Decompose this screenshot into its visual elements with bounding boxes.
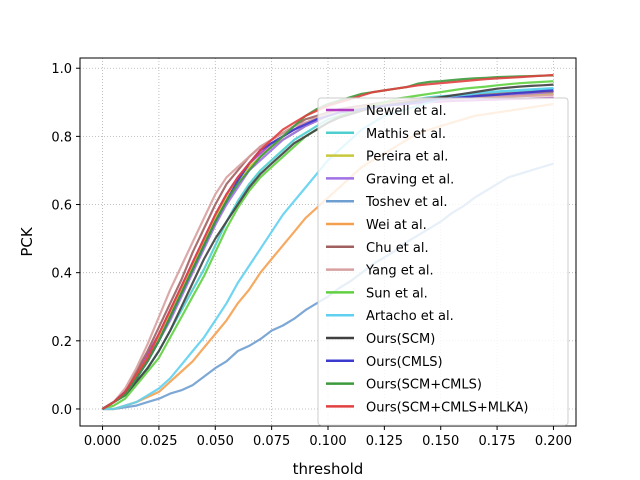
y-tick-label: 0.0: [51, 403, 72, 418]
y-axis-title: PCK: [18, 226, 36, 257]
y-tick-label: 0.2: [51, 335, 72, 350]
legend-label: Sun et al.: [366, 286, 428, 301]
x-tick-label: 0.125: [366, 434, 403, 449]
legend-box: [317, 97, 569, 426]
x-axis-ticks: 0.000 0.025 0.050 0.075 0.100 0.125 0.150 0.175…: [84, 426, 572, 449]
legend-label: Newell et al.: [366, 104, 447, 119]
y-tick-label: 0.8: [51, 130, 72, 145]
legend-label: Ours(CMLS): [366, 355, 443, 370]
legend-label: Pereira et al.: [366, 150, 448, 165]
legend-label: Mathis et al.: [366, 127, 446, 142]
x-tick-label: 0.075: [253, 434, 290, 449]
x-tick-label: 0.150: [422, 434, 459, 449]
legend-label: Chu et al.: [366, 241, 429, 256]
legend: Newell et al. Mathis et al. Pereira et al.…: [317, 97, 569, 426]
y-tick-label: 0.6: [51, 199, 72, 214]
legend-label: Wei at al.: [366, 218, 427, 233]
x-tick-label: 0.175: [478, 434, 515, 449]
legend-label: Ours(SCM+CMLS+MLKA): [366, 400, 529, 415]
legend-label: Toshev et al.: [365, 195, 447, 210]
x-tick-label: 0.025: [140, 434, 177, 449]
x-tick-label: 0.000: [84, 434, 121, 449]
legend-label: Ours(SCM+CMLS): [366, 378, 482, 393]
x-tick-label: 0.200: [535, 434, 572, 449]
legend-label: Graving et al.: [366, 172, 454, 187]
y-axis-ticks: 0.0 0.2 0.4 0.6 0.8 1.0: [51, 62, 80, 418]
y-tick-label: 1.0: [51, 62, 72, 77]
x-tick-label: 0.100: [309, 434, 346, 449]
y-tick-label: 0.4: [51, 267, 72, 282]
legend-label: Yang et al.: [365, 264, 434, 279]
x-tick-label: 0.050: [197, 434, 234, 449]
legend-label: Artacho et al.: [366, 309, 454, 324]
legend-label: Ours(SCM): [366, 332, 435, 347]
x-axis-title: threshold: [293, 460, 364, 478]
